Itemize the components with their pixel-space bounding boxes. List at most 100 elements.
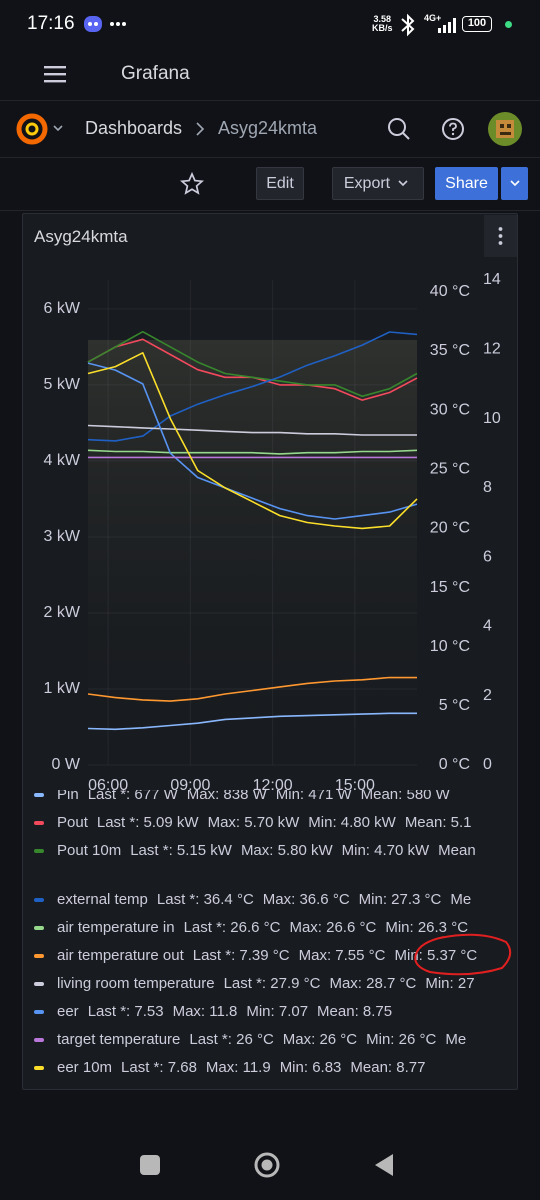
y2-tick-label: 5 °C (439, 697, 470, 714)
avatar[interactable] (488, 112, 522, 146)
legend-stat: Mean: 8.75 (317, 1003, 393, 1020)
panel-menu[interactable] (484, 215, 517, 257)
share-label: Share (445, 174, 488, 192)
legend-stat: Min: 6.83 (279, 1059, 342, 1076)
series-line (87, 352, 418, 530)
legend-label: target temperature Last *: 26 °C Max: 26 °… (57, 1026, 466, 1054)
legend-item[interactable]: air temperature out Last *: 7.39 °C Max: 7… (23, 942, 508, 970)
home-button[interactable] (254, 1152, 280, 1178)
y2-tick-label: 30 °C (430, 401, 470, 418)
legend-stat: Mean (438, 842, 476, 859)
legend-stat: Max: 11.9 (205, 1059, 271, 1076)
legend-stat: Last *: 7.68 (121, 1059, 197, 1076)
share-chevron (509, 179, 520, 186)
nav-bar (140, 1152, 393, 1178)
legend-label: eer 10m Last *: 7.68 Max: 11.9 Min: 6.83 Mea… (57, 1054, 425, 1082)
series-line (87, 424, 417, 436)
legend-item[interactable]: Pout 10m Last *: 5.15 kW Max: 5.80 kW Min: … (23, 837, 508, 865)
legend-item[interactable]: air temperature in Last *: 26.6 °C Max: 26… (23, 914, 508, 942)
discord-icon (84, 16, 102, 32)
y2-tick-label: 40 °C (430, 283, 470, 300)
legend-stat: Mean: 580 W (360, 790, 450, 803)
legend-item[interactable]: Pin Last *: 677 W Max: 838 W Min: 471 W Mean… (23, 790, 508, 809)
clock: 17:16 (27, 13, 75, 34)
x-tick-label: 09:00 (170, 777, 210, 794)
grafana-logo[interactable] (15, 112, 67, 146)
legend-item[interactable]: Pout Last *: 5.09 kW Max: 5.70 kW Min: 4.80… (23, 809, 508, 837)
legend-stat: Last *: 26 °C (189, 1031, 274, 1048)
export-label: Export (343, 174, 391, 192)
legend-swatch (34, 954, 44, 958)
share-button[interactable]: Share (435, 167, 498, 200)
legend-swatch (34, 982, 44, 986)
divider (0, 210, 540, 211)
y-tick-label: 5 kW (44, 376, 81, 393)
legend-label: Pin Last *: 677 W Max: 838 W Min: 471 W Mean… (57, 790, 450, 809)
discord-eye (88, 22, 92, 26)
y3-tick-label: 6 (483, 548, 492, 565)
legend-label: eer Last *: 7.53 Max: 11.8 Min: 7.07 Mean: 8… (57, 998, 392, 1026)
y3-tick-label: 2 (483, 687, 492, 704)
y-tick-label: 4 kW (44, 452, 81, 469)
legend-name: external temp (57, 891, 148, 908)
export-button[interactable]: Export (332, 167, 424, 200)
legend-item[interactable]: target temperature Last *: 26 °C Max: 26 °… (23, 1026, 508, 1054)
legend-stat: Max: 26.6 °C (289, 919, 377, 936)
breadcrumb-link[interactable]: Dashboards (85, 118, 183, 138)
legend-stat: Last *: 5.15 kW (130, 842, 232, 859)
share-dropdown[interactable] (501, 167, 528, 200)
legend-stat: Min: 27 (425, 975, 475, 992)
status-icons-left (84, 16, 126, 32)
legend-name: target temperature (57, 1031, 181, 1048)
legend-item[interactable]: living room temperature Last *: 27.9 °C Ma… (23, 970, 508, 998)
legend-name: living room temperature (57, 975, 215, 992)
legend-stat: Last *: 36.4 °C (156, 891, 254, 908)
y3-tick-label: 4 (483, 618, 492, 635)
legend-stat: Max: 5.70 kW (207, 814, 300, 831)
legend-item[interactable]: external temp Last *: 36.4 °C Max: 36.6 °C… (23, 886, 508, 914)
y3-tick-label: 0 (483, 756, 492, 773)
legend-name: Pout 10m (57, 842, 122, 859)
red-annotation-circle (414, 933, 512, 976)
legend-stat: Min: 26 °C (366, 1031, 437, 1048)
legend-label: air temperature out Last *: 7.39 °C Max: 7… (57, 942, 477, 970)
legend-stat: Last *: 7.39 °C (192, 947, 290, 964)
bluetooth-icon (401, 13, 415, 37)
legend-item[interactable]: eer Last *: 7.53 Max: 11.8 Min: 7.07 Mean: 8… (23, 998, 508, 1026)
y-tick-label: 1 kW (44, 680, 81, 697)
y2-tick-label: 0 °C (439, 756, 470, 773)
series-line (87, 362, 418, 520)
legend-stat: Last *: 677 W (87, 790, 178, 803)
legend-stat: Last *: 5.09 kW (96, 814, 199, 831)
search-button[interactable] (386, 116, 412, 142)
network-speed: 3.58 KB/s (372, 15, 393, 33)
help-button[interactable] (441, 117, 465, 141)
legend-swatch (34, 821, 44, 825)
recents-button[interactable] (140, 1155, 160, 1175)
y2-tick-label: 25 °C (430, 460, 470, 477)
signal-icon (438, 18, 456, 33)
chart: 0 W 1 kW 2 kW 3 kW 4 kW 5 kW 6 kW 0 °C 5 °C 10 °C… (44, 271, 501, 794)
series-line (87, 331, 418, 442)
y-tick-label: 0 W (52, 756, 81, 773)
legend-swatch (34, 849, 44, 853)
y2-tick-label: 10 °C (430, 638, 470, 655)
legend-label: Pout 10m Last *: 5.15 kW Max: 5.80 kW Min: … (57, 837, 476, 865)
legend-stat: Max: 838 W (186, 790, 267, 803)
legend-stat: Last *: 7.53 (87, 1003, 164, 1020)
series-line (87, 712, 417, 731)
star-button[interactable] (180, 172, 204, 196)
legend-stat: Mean: 8.77 (350, 1059, 426, 1076)
edit-button[interactable]: Edit (256, 167, 304, 200)
y3-tick-label: 14 (483, 271, 501, 288)
back-button[interactable] (375, 1154, 393, 1176)
menu-button[interactable] (44, 64, 68, 84)
series-line (87, 330, 418, 398)
legend-item[interactable]: eer 10m Last *: 7.68 Max: 11.9 Min: 6.83 Mea… (23, 1054, 508, 1082)
legend-name: Pout (57, 814, 88, 831)
legend-swatch (34, 793, 44, 797)
legend-list: Pin Last *: 677 W Max: 838 W Min: 471 W Mean… (23, 790, 508, 1082)
legend-stat: Max: 7.55 °C (298, 947, 386, 964)
legend-name: Pin (57, 790, 79, 803)
